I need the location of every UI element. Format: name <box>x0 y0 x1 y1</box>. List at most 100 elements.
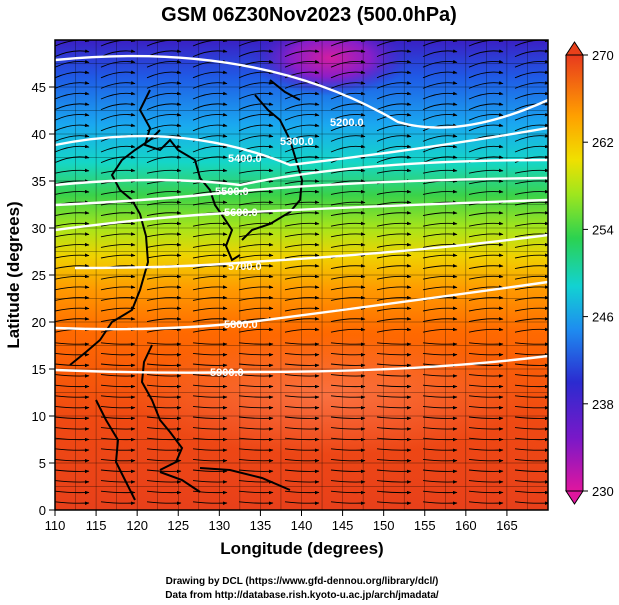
streamline-arrow <box>100 123 136 132</box>
streamline-arrow <box>330 416 366 421</box>
streamline-arrow <box>514 327 548 333</box>
streamline-arrow <box>376 448 412 452</box>
streamline-arrow <box>284 363 320 368</box>
streamline-arrow <box>146 342 182 346</box>
height-contours <box>54 54 549 374</box>
streamline-arrow <box>468 405 504 410</box>
streamline-arrow <box>55 469 90 474</box>
streamline-arrow <box>238 327 274 333</box>
streamline-arrow <box>55 189 90 195</box>
streamline-arrow <box>468 232 504 238</box>
streamline-arrow <box>514 274 548 280</box>
streamline-arrow <box>422 168 458 174</box>
streamline-arrow <box>238 405 274 410</box>
streamline-arrow <box>284 490 320 495</box>
streamline-arrow <box>55 102 90 111</box>
streamline-arrow <box>192 427 228 431</box>
streamline-arrow <box>330 232 366 238</box>
streamline-arrow <box>330 448 366 452</box>
streamline-arrow <box>422 155 458 164</box>
streamline-arrow <box>514 123 548 132</box>
streamline-arrow <box>146 59 182 68</box>
streamline-arrow <box>192 317 228 323</box>
streamline-arrow <box>55 374 90 378</box>
streamline-arrow <box>192 363 228 368</box>
colorbar-tick-label: 270 <box>592 48 614 63</box>
streamline-arrow <box>376 200 412 206</box>
streamline-arrow <box>376 306 412 312</box>
streamline-arrow <box>468 112 504 121</box>
streamline-arrow <box>422 342 458 346</box>
streamline-arrow <box>376 384 412 389</box>
streamline-arrow <box>284 384 320 389</box>
streamline-arrow <box>100 342 136 346</box>
x-tick-label: 150 <box>373 518 395 533</box>
streamline-arrow <box>100 469 136 474</box>
streamline-arrow <box>192 405 228 410</box>
streamline-arrow <box>422 112 458 121</box>
streamline-arrow <box>238 416 274 421</box>
streamline-arrow <box>192 232 228 238</box>
streamline-arrow <box>146 70 182 79</box>
streamline-arrow <box>376 342 412 346</box>
streamline-arrow <box>55 342 90 346</box>
streamline-arrow <box>238 384 274 389</box>
streamline-arrow <box>330 123 366 132</box>
streamline-arrow <box>422 405 458 410</box>
streamline-arrow <box>376 469 412 474</box>
streamline-arrow <box>376 264 412 270</box>
streamline-arrow <box>284 112 320 121</box>
streamline-arrow <box>55 501 90 505</box>
contour-label-5500: 5500.0 <box>215 186 249 198</box>
x-axis-ticks: 110 115 120 125 130 135 140 145 150 155 160 165 <box>45 510 518 533</box>
streamline-arrow <box>422 49 458 58</box>
x-tick-label: 115 <box>86 518 107 533</box>
streamline-arrow <box>100 49 136 58</box>
contour-label-5300: 5300.0 <box>280 136 314 148</box>
streamline-arrow <box>468 327 504 333</box>
streamline-arrow <box>468 189 504 195</box>
streamline-arrow <box>422 427 458 431</box>
streamline-arrow <box>422 91 458 100</box>
streamline-arrow <box>284 211 320 217</box>
streamline-arrow <box>192 49 228 58</box>
streamline-arrow <box>100 427 136 431</box>
streamline-arrow <box>468 144 504 153</box>
streamline-arrow <box>468 317 504 323</box>
streamline-arrow <box>146 232 182 238</box>
streamline-arrow <box>330 295 366 301</box>
streamline-arrow <box>55 70 90 79</box>
streamline-arrow <box>284 342 320 346</box>
streamline-arrow <box>284 102 320 111</box>
contour-labels: 5200.0 5300.0 5400.0 5500.0 5600.0 5700.… <box>210 117 364 379</box>
streamline-arrow <box>146 317 182 323</box>
streamline-arrow <box>284 49 320 58</box>
streamline-arrow <box>468 395 504 399</box>
contour-line-5900 <box>54 354 549 374</box>
streamline-arrow <box>330 458 366 463</box>
streamline-arrow <box>146 285 182 291</box>
streamline-arrow <box>192 448 228 452</box>
plot-area <box>55 40 548 510</box>
streamline-arrow <box>514 363 548 368</box>
streamline-arrow <box>468 416 504 421</box>
streamline-arrow <box>146 501 182 505</box>
streamline-arrow <box>146 480 182 484</box>
contour-label-5400: 5400.0 <box>228 153 262 165</box>
x-tick-label: 145 <box>332 518 354 533</box>
streamline-arrow <box>514 395 548 399</box>
streamline-arrow <box>514 480 548 484</box>
streamline-arrow <box>284 327 320 333</box>
streamline-arrow <box>100 221 136 227</box>
streamline-arrow <box>514 285 548 291</box>
streamline-arrow <box>422 144 458 153</box>
streamline-arrow <box>192 242 228 248</box>
streamline-arrow <box>100 395 136 399</box>
streamline-arrow <box>422 40 458 47</box>
streamline-arrow <box>514 490 548 495</box>
streamline-arrow <box>192 490 228 495</box>
streamline-arrow <box>422 70 458 79</box>
streamline-arrow <box>514 179 548 185</box>
streamline-arrow <box>55 40 90 47</box>
x-tick-label: 120 <box>126 518 148 533</box>
